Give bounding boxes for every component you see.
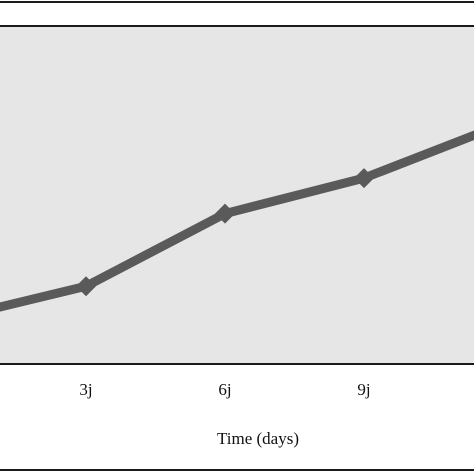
x-tick-label: 3j: [79, 380, 92, 399]
data-point-marker: [354, 168, 374, 189]
x-axis-title: Time (days): [217, 429, 299, 448]
x-tick-labels: 3j 6j 9j: [79, 380, 370, 399]
x-tick-label: 6j: [218, 380, 231, 399]
data-point-marker: [215, 203, 235, 224]
series-layer: [0, 130, 474, 312]
plot-area: [0, 25, 474, 365]
data-point-marker: [76, 276, 96, 297]
x-tick-label: 9j: [357, 380, 370, 399]
